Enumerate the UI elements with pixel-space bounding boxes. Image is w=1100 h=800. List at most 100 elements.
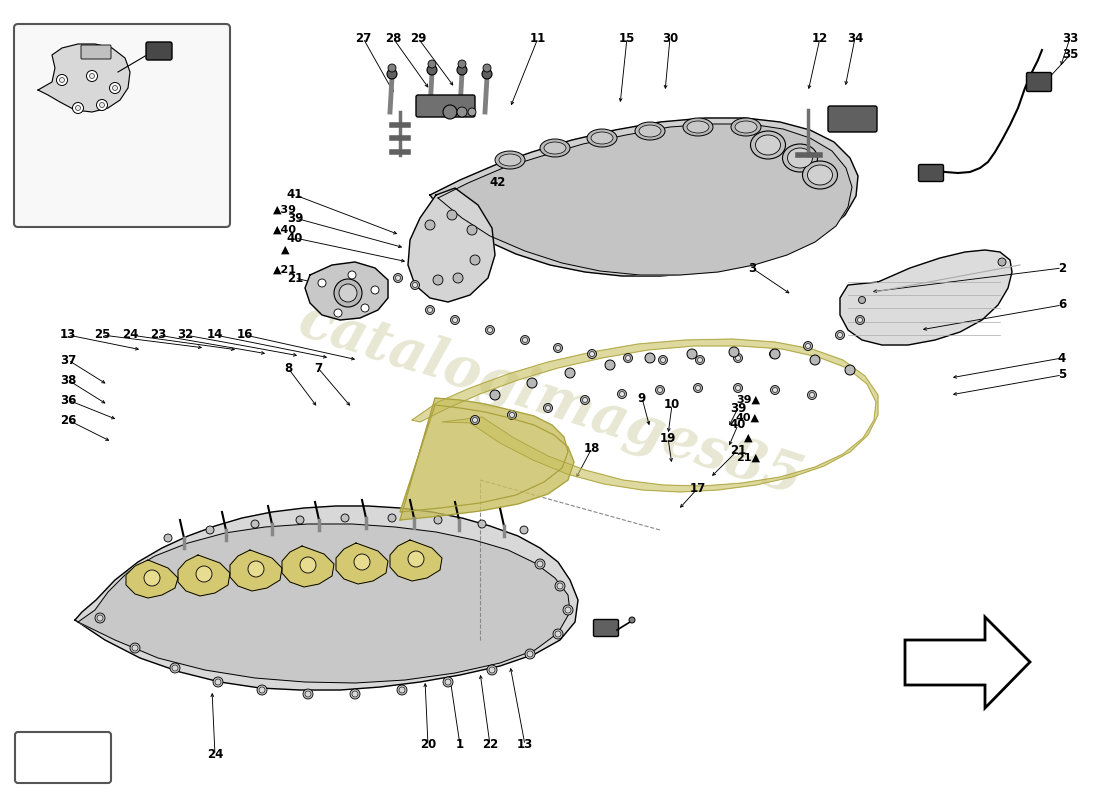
Circle shape [490,390,500,400]
Text: 13: 13 [59,329,76,342]
Circle shape [144,570,159,586]
Text: 21: 21 [730,443,746,457]
Circle shape [587,350,596,358]
Circle shape [483,64,491,72]
Polygon shape [178,555,230,596]
Text: 9: 9 [638,391,646,405]
Text: 32: 32 [177,329,194,342]
Text: 13: 13 [517,738,534,751]
FancyBboxPatch shape [1026,73,1052,91]
Circle shape [446,679,451,685]
Circle shape [605,360,615,370]
Circle shape [451,315,460,325]
Circle shape [388,64,396,72]
Circle shape [695,386,701,390]
Circle shape [354,554,370,570]
Ellipse shape [750,131,785,159]
Circle shape [688,349,697,359]
Circle shape [59,78,65,82]
Ellipse shape [544,142,566,154]
Circle shape [434,516,442,524]
Circle shape [858,318,862,322]
Circle shape [837,333,843,338]
Circle shape [410,281,419,290]
Text: 15: 15 [619,31,635,45]
Circle shape [334,309,342,317]
Polygon shape [412,339,878,492]
Ellipse shape [732,118,761,136]
Circle shape [563,605,573,615]
Circle shape [487,665,497,675]
Circle shape [658,387,662,393]
Circle shape [305,691,311,697]
Circle shape [556,631,561,637]
Circle shape [473,418,477,422]
Circle shape [73,102,84,114]
Circle shape [553,343,562,353]
Circle shape [112,86,118,90]
Circle shape [87,70,98,82]
Text: 24: 24 [207,749,223,762]
Circle shape [443,677,453,687]
Circle shape [394,274,403,282]
Circle shape [302,689,313,699]
Circle shape [164,534,172,542]
FancyBboxPatch shape [416,95,475,117]
Text: 4: 4 [1058,351,1066,365]
Text: 7: 7 [314,362,322,374]
Text: 8: 8 [284,362,293,374]
Circle shape [522,338,528,342]
Circle shape [452,318,458,322]
Circle shape [629,617,635,623]
Circle shape [659,355,668,365]
FancyBboxPatch shape [146,42,172,60]
Circle shape [412,282,418,287]
Ellipse shape [788,148,813,168]
Circle shape [251,520,258,528]
Circle shape [770,350,779,358]
Circle shape [487,327,493,333]
Circle shape [583,398,587,402]
Circle shape [56,74,67,86]
Text: 16: 16 [236,329,253,342]
Circle shape [443,105,456,119]
Text: 35: 35 [1062,49,1078,62]
Circle shape [426,306,434,314]
Text: 21: 21 [287,271,304,285]
Polygon shape [905,617,1030,708]
Circle shape [300,557,316,573]
Polygon shape [282,546,334,587]
Circle shape [458,60,466,68]
Circle shape [845,365,855,375]
Circle shape [478,520,486,528]
Circle shape [626,355,630,361]
Circle shape [736,355,740,361]
Circle shape [428,60,436,68]
Text: 42: 42 [490,175,506,189]
Circle shape [348,271,356,279]
Circle shape [470,255,480,265]
Polygon shape [430,118,858,276]
Text: 40: 40 [287,231,304,245]
Circle shape [447,210,456,220]
Circle shape [734,383,742,393]
Text: 29: 29 [410,31,426,45]
Circle shape [258,687,265,693]
Circle shape [553,629,563,639]
Circle shape [520,526,528,534]
Circle shape [810,393,814,398]
Circle shape [535,559,544,569]
Circle shape [770,386,780,394]
Ellipse shape [807,165,833,185]
Circle shape [213,677,223,687]
Ellipse shape [735,121,757,133]
Circle shape [397,685,407,695]
Text: ▲39: ▲39 [273,205,297,215]
Ellipse shape [688,121,710,133]
Circle shape [132,645,138,651]
Text: 41: 41 [287,189,304,202]
Circle shape [807,390,816,399]
Text: ▲: ▲ [744,433,752,443]
Circle shape [537,561,543,567]
FancyBboxPatch shape [15,732,111,783]
